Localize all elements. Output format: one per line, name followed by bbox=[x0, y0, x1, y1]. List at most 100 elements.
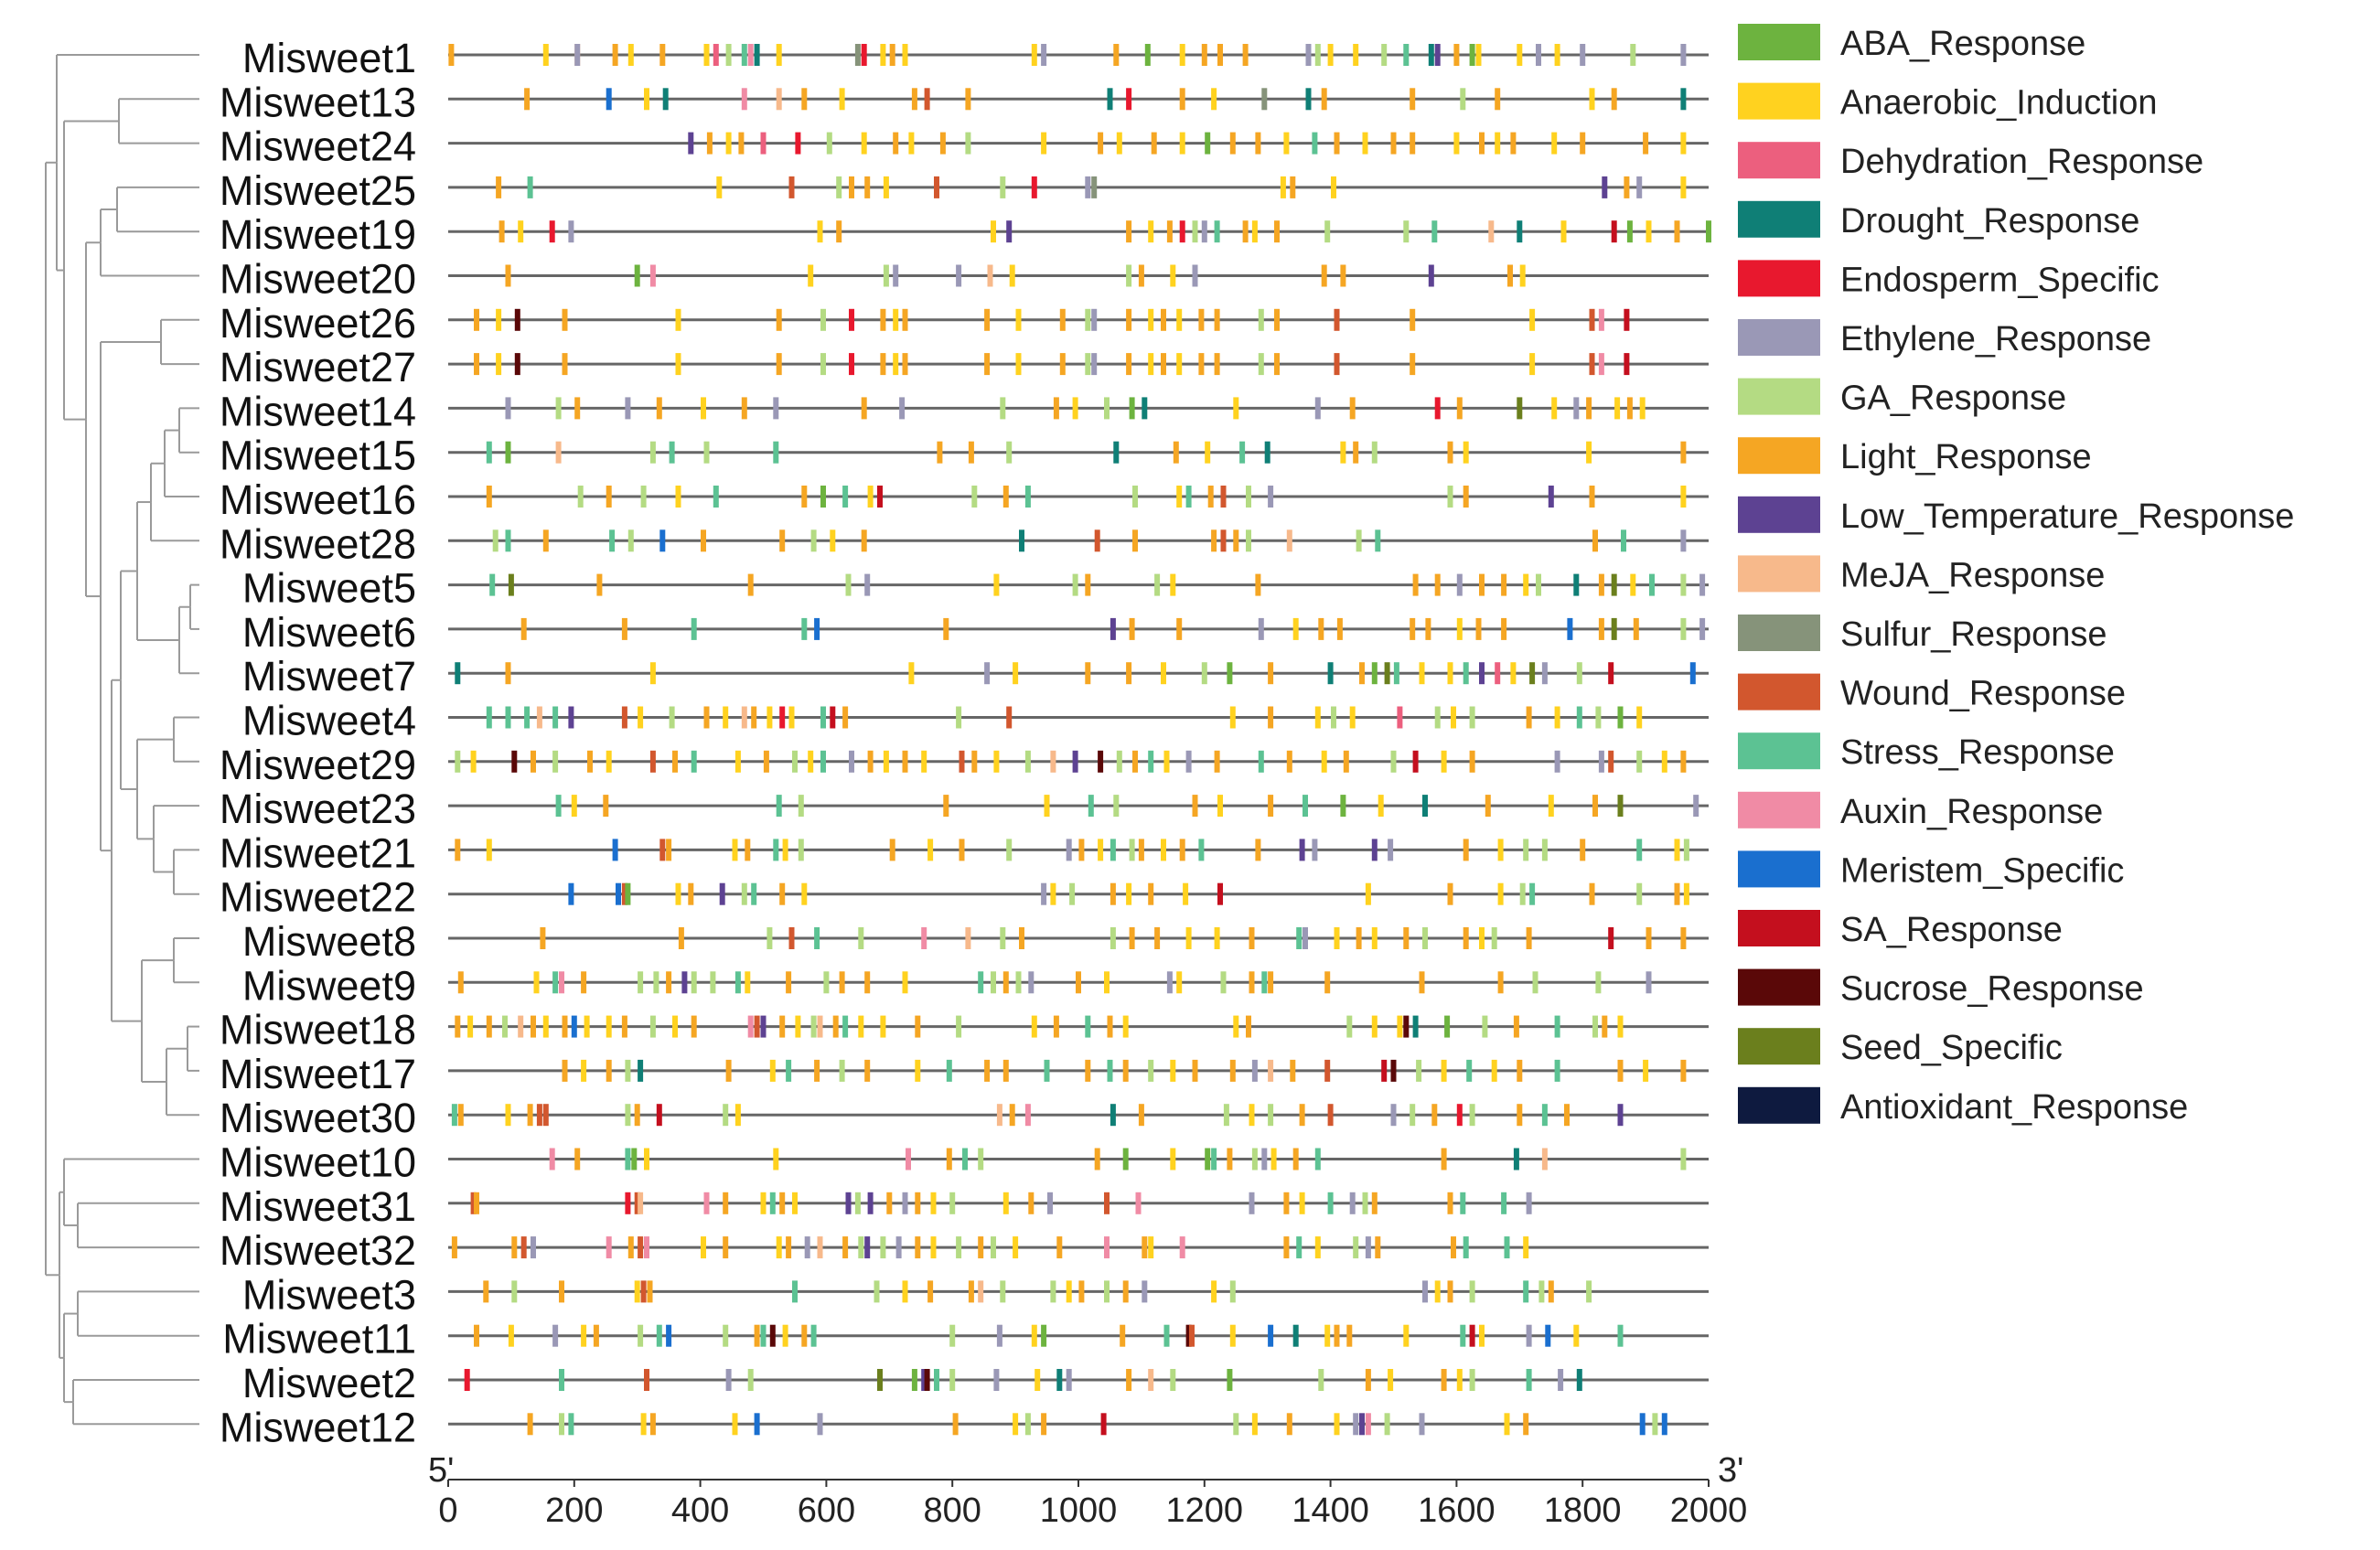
cis-element-mark bbox=[864, 573, 871, 596]
cis-element-mark bbox=[776, 44, 782, 66]
x-tick-label: 600 bbox=[798, 1491, 855, 1530]
legend-swatch bbox=[1738, 319, 1820, 356]
cis-element-mark bbox=[1589, 353, 1595, 376]
cis-element-mark bbox=[1469, 706, 1475, 729]
cis-element-mark bbox=[1324, 971, 1331, 994]
cis-element-mark bbox=[1268, 1104, 1274, 1127]
cis-element-mark bbox=[621, 706, 627, 729]
cis-element-mark bbox=[1110, 882, 1116, 905]
cis-element-mark bbox=[927, 839, 934, 861]
cis-element-mark bbox=[1589, 88, 1595, 111]
cis-element-mark bbox=[993, 750, 1000, 773]
cis-element-mark bbox=[1611, 220, 1617, 243]
cis-element-mark bbox=[1397, 706, 1403, 729]
cis-element-mark bbox=[1324, 1324, 1331, 1347]
cis-element-mark bbox=[710, 971, 716, 994]
cis-element-mark bbox=[1274, 220, 1280, 243]
cis-element-mark bbox=[1176, 308, 1183, 331]
cis-element-mark bbox=[1299, 839, 1305, 861]
cis-element-mark bbox=[1390, 1059, 1397, 1082]
cis-element-mark bbox=[1592, 1015, 1598, 1038]
cis-element-mark bbox=[1589, 308, 1595, 331]
cis-element-mark bbox=[457, 971, 464, 994]
cis-element-mark bbox=[533, 971, 540, 994]
cis-element-mark bbox=[893, 353, 899, 376]
legend-swatch bbox=[1738, 496, 1820, 533]
cis-element-mark bbox=[649, 1015, 656, 1038]
cis-element-mark bbox=[849, 308, 854, 331]
phylogenetic-tree bbox=[45, 54, 199, 1426]
cis-element-mark bbox=[747, 1015, 754, 1038]
cis-element-mark bbox=[1170, 1148, 1176, 1171]
cis-element-mark bbox=[1122, 1015, 1129, 1038]
cis-element-mark bbox=[1617, 1324, 1624, 1347]
cis-element-mark bbox=[511, 1236, 518, 1259]
cis-element-mark bbox=[934, 1369, 939, 1391]
cis-element-mark bbox=[1334, 1324, 1340, 1347]
cis-element-mark bbox=[817, 220, 823, 243]
cis-element-mark bbox=[606, 1015, 612, 1038]
cis-element-mark bbox=[1185, 486, 1192, 508]
cis-element-mark bbox=[921, 927, 927, 949]
cis-element-mark bbox=[1085, 1059, 1091, 1082]
cis-element-mark bbox=[1217, 44, 1223, 66]
cis-element-mark bbox=[1491, 927, 1497, 949]
cis-element-mark bbox=[1362, 1192, 1368, 1214]
cis-element-mark bbox=[1179, 1236, 1185, 1259]
cis-element-mark bbox=[902, 1280, 908, 1303]
cis-element-mark bbox=[1674, 882, 1680, 905]
cis-element-mark bbox=[713, 44, 719, 66]
cis-element-mark bbox=[1460, 88, 1466, 111]
cis-element-mark bbox=[1113, 441, 1120, 464]
cis-element-mark bbox=[1163, 750, 1170, 773]
cis-element-mark bbox=[1098, 839, 1104, 861]
cis-element-mark bbox=[474, 1192, 479, 1214]
cis-element-mark bbox=[1469, 1369, 1475, 1391]
cis-element-mark bbox=[1567, 617, 1573, 640]
legend-label: Dehydration_Response bbox=[1840, 143, 2203, 181]
cis-element-mark bbox=[1589, 486, 1595, 508]
cis-element-mark bbox=[902, 308, 908, 331]
x-tick-label: 2000 bbox=[1670, 1491, 1748, 1530]
cis-element-mark bbox=[1643, 1059, 1649, 1082]
cis-element-mark bbox=[1510, 132, 1517, 155]
cis-element-mark bbox=[1107, 1015, 1113, 1038]
cis-element-mark bbox=[691, 617, 697, 640]
cis-element-mark bbox=[734, 971, 741, 994]
cis-element-mark bbox=[956, 1015, 962, 1038]
cis-element-mark bbox=[788, 927, 795, 949]
legend-label: SA_Response bbox=[1840, 911, 2063, 949]
cis-element-mark bbox=[1229, 1324, 1236, 1347]
cis-element-mark bbox=[1268, 662, 1274, 685]
cis-element-mark bbox=[1170, 264, 1176, 287]
cis-element-mark bbox=[1170, 1059, 1176, 1082]
cis-element-mark bbox=[1680, 132, 1687, 155]
cis-element-mark bbox=[486, 1015, 492, 1038]
cis-element-mark bbox=[1649, 573, 1655, 596]
cis-element-mark bbox=[1639, 1413, 1646, 1436]
cis-element-mark bbox=[1422, 795, 1428, 818]
cis-element-mark bbox=[1132, 529, 1138, 552]
cis-element-mark bbox=[1129, 839, 1135, 861]
cis-element-mark bbox=[965, 927, 971, 949]
cis-element-mark bbox=[798, 795, 804, 818]
cis-element-mark bbox=[1220, 971, 1227, 994]
cis-element-mark bbox=[1573, 573, 1580, 596]
legend-swatch bbox=[1738, 555, 1820, 593]
cis-element-mark bbox=[1076, 971, 1081, 994]
cis-element-mark bbox=[1334, 353, 1340, 376]
cis-element-mark bbox=[1189, 1324, 1195, 1347]
cis-element-mark bbox=[741, 88, 747, 111]
gene-labels: Misweet1Misweet13Misweet24Misweet25Miswe… bbox=[220, 35, 416, 1450]
cis-element-mark bbox=[649, 264, 656, 287]
cis-element-mark bbox=[1441, 750, 1447, 773]
cis-element-mark bbox=[1624, 176, 1630, 198]
cis-element-mark bbox=[634, 1192, 640, 1214]
cis-element-mark bbox=[1485, 795, 1491, 818]
cis-element-mark bbox=[1680, 441, 1687, 464]
cis-element-mark bbox=[1608, 750, 1614, 773]
cis-element-mark bbox=[1495, 88, 1501, 111]
cis-element-mark bbox=[943, 617, 949, 640]
cis-element-mark bbox=[1680, 617, 1687, 640]
cis-element-mark bbox=[489, 573, 496, 596]
